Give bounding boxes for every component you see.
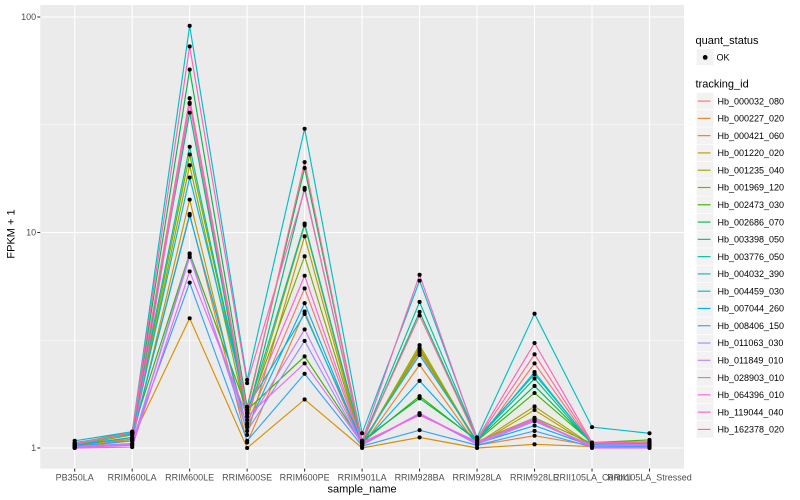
svg-text:RRIM600LA: RRIM600LA: [108, 473, 157, 483]
svg-text:Hb_004032_390: Hb_004032_390: [718, 269, 785, 279]
svg-text:RRIM928LE: RRIM928LE: [510, 473, 559, 483]
svg-text:RRIM901LA: RRIM901LA: [338, 473, 387, 483]
svg-text:RRII105LA_Control: RRII105LA_Control: [553, 473, 631, 483]
svg-text:RRII105LA_Stressed: RRII105LA_Stressed: [607, 473, 692, 483]
svg-text:1: 1: [31, 443, 36, 453]
svg-text:Hb_004459_030: Hb_004459_030: [718, 286, 785, 296]
svg-text:Hb_000032_080: Hb_000032_080: [718, 96, 785, 106]
svg-text:Hb_011063_030: Hb_011063_030: [718, 338, 784, 348]
svg-text:Hb_007044_260: Hb_007044_260: [718, 304, 785, 314]
svg-text:Hb_028903_010: Hb_028903_010: [718, 373, 785, 383]
svg-text:RRIM928LA: RRIM928LA: [453, 473, 502, 483]
svg-text:sample_name: sample_name: [328, 483, 397, 495]
svg-text:OK: OK: [717, 53, 730, 63]
svg-text:Hb_002686_070: Hb_002686_070: [718, 217, 785, 227]
svg-text:Hb_002473_030: Hb_002473_030: [718, 200, 785, 210]
svg-text:RRIM600PE: RRIM600PE: [280, 473, 330, 483]
svg-text:Hb_064396_010: Hb_064396_010: [718, 390, 785, 400]
svg-text:Hb_000421_060: Hb_000421_060: [718, 131, 785, 141]
svg-text:Hb_003398_050: Hb_003398_050: [718, 235, 785, 245]
svg-text:Hb_162378_020: Hb_162378_020: [718, 425, 785, 435]
svg-text:10: 10: [26, 228, 36, 238]
svg-text:Hb_000227_020: Hb_000227_020: [718, 114, 785, 124]
svg-text:100: 100: [21, 12, 36, 22]
svg-text:PB350LA: PB350LA: [56, 473, 94, 483]
svg-text:Hb_001235_040: Hb_001235_040: [718, 165, 785, 175]
svg-text:Hb_001969_120: Hb_001969_120: [718, 183, 785, 193]
svg-text:Hb_011849_010: Hb_011849_010: [718, 356, 784, 366]
svg-text:Hb_003776_050: Hb_003776_050: [718, 252, 785, 262]
svg-text:FPKM + 1: FPKM + 1: [6, 209, 18, 258]
svg-text:tracking_id: tracking_id: [696, 79, 749, 91]
svg-text:RRIM600LE: RRIM600LE: [165, 473, 214, 483]
svg-text:Hb_001220_020: Hb_001220_020: [718, 148, 785, 158]
svg-text:RRIM928BA: RRIM928BA: [395, 473, 445, 483]
svg-text:Hb_119044_040: Hb_119044_040: [718, 407, 784, 417]
svg-text:quant_status: quant_status: [696, 35, 759, 47]
svg-text:Hb_008406_150: Hb_008406_150: [718, 321, 785, 331]
svg-text:RRIM600SE: RRIM600SE: [222, 473, 272, 483]
